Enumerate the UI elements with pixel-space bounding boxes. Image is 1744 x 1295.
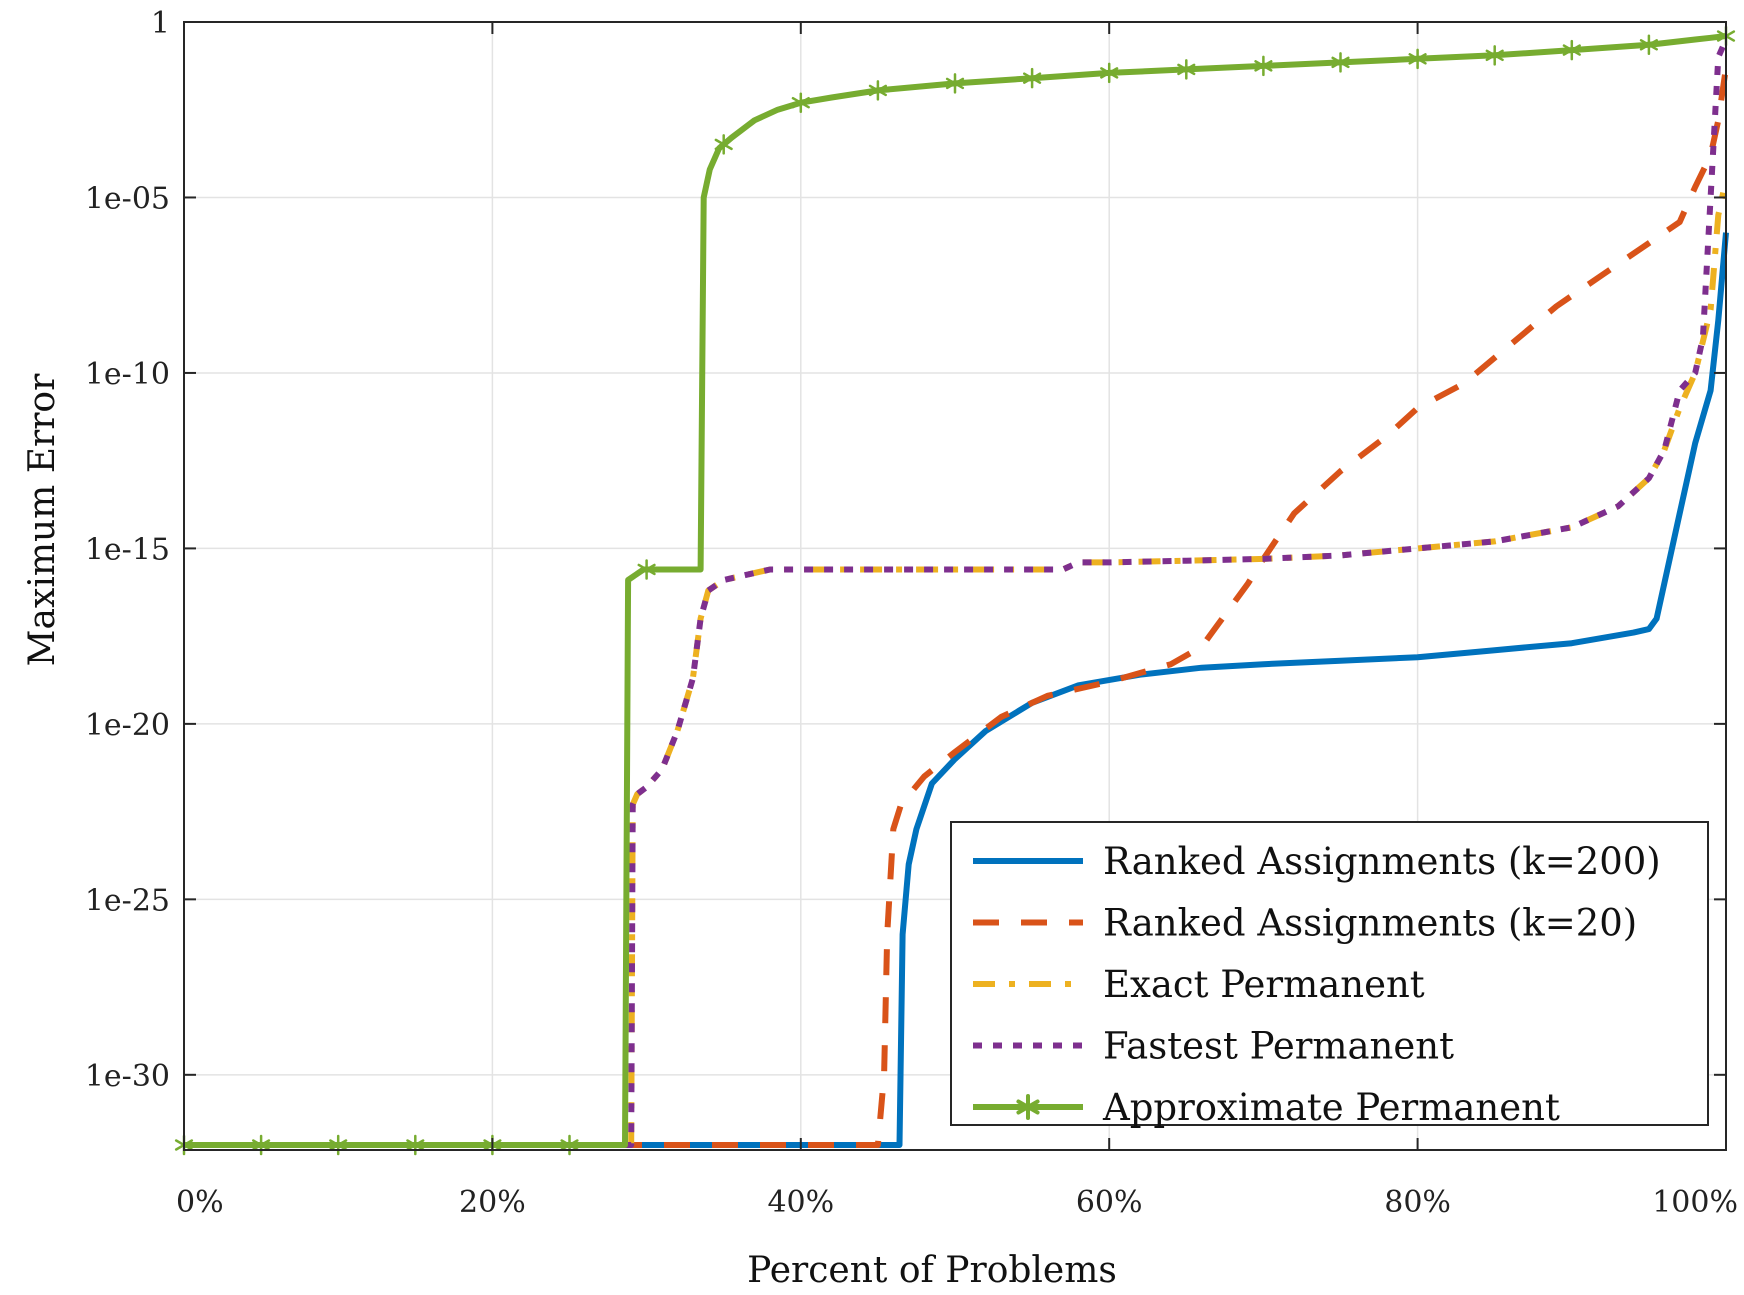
series-marker <box>1408 48 1427 70</box>
legend-item: Ranked Assignments (k=200) <box>973 840 1661 883</box>
series-marker <box>1331 52 1350 73</box>
x-tick-label: 0% <box>176 1185 224 1220</box>
series-marker <box>868 80 887 101</box>
legend-label: Ranked Assignments (k=200) <box>1103 840 1661 883</box>
legend-label: Approximate Permanent <box>1102 1086 1560 1129</box>
series-line-2 <box>184 67 1729 1148</box>
y-tick-label: 1e-20 <box>85 708 170 743</box>
legend: Ranked Assignments (k=200) Ranked Assignm… <box>950 821 1709 1129</box>
series-marker <box>1254 55 1273 77</box>
legend-label: Exact Permanent <box>1103 963 1425 1006</box>
y-tick-label: 1 <box>151 6 170 41</box>
series-marker <box>945 73 965 94</box>
legend-box <box>950 821 1709 1126</box>
series-line-4 <box>184 38 1729 1148</box>
series-marker <box>791 92 810 113</box>
series-marker <box>1023 67 1042 89</box>
series-line-1 <box>184 232 1729 1148</box>
x-tick-label: 20% <box>459 1185 526 1220</box>
y-tick-label: 1e-10 <box>85 357 170 392</box>
series-marker <box>1562 39 1581 61</box>
series-marker <box>1177 59 1196 80</box>
y-tick-label: 1e-30 <box>85 1059 170 1094</box>
legend-item: Ranked Assignments (k=20) <box>973 902 1637 945</box>
series-marker <box>1639 34 1658 56</box>
ticks: 0% 20% 40% 60% 80% 100% 1 1e-05 1e-10 1e-15 1e-20 1… <box>85 6 1738 1220</box>
y-tick-label: 1e-25 <box>85 883 170 918</box>
legend-item: Approximate Permanent <box>973 1086 1560 1129</box>
y-tick-label: 1e-05 <box>85 181 170 216</box>
series-marker <box>714 134 733 155</box>
series-marker <box>1016 1094 1040 1120</box>
series-marker <box>1485 45 1504 66</box>
legend-label: Fastest Permanent <box>1103 1025 1454 1068</box>
legend-item: Fastest Permanent <box>973 1025 1454 1068</box>
plot-frame <box>183 21 1727 1151</box>
x-axis-title: Percent of Problems <box>747 1250 1117 1291</box>
y-axis-title: Maximum Error <box>22 373 63 666</box>
series-marker <box>1100 62 1119 84</box>
x-tick-label: 60% <box>1076 1185 1143 1220</box>
legend-label: Ranked Assignments (k=20) <box>1103 902 1637 945</box>
y-tick-label: 1e-15 <box>85 532 170 567</box>
x-tick-label: 100% <box>1652 1185 1738 1220</box>
x-tick-label: 80% <box>1384 1185 1451 1220</box>
legend-item: Exact Permanent <box>973 963 1425 1006</box>
x-tick-label: 40% <box>767 1185 834 1220</box>
series-marker <box>637 559 656 580</box>
